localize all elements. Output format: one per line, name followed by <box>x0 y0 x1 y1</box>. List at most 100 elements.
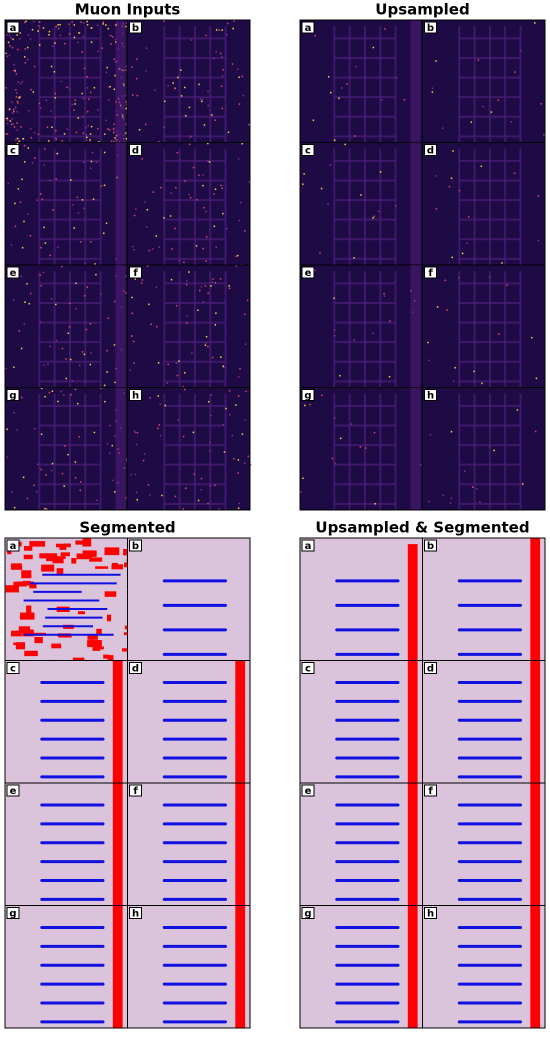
speckle <box>65 86 68 88</box>
speckle <box>141 158 143 160</box>
speckle <box>155 235 158 237</box>
speckle <box>56 152 58 155</box>
tile: d <box>127 660 251 784</box>
speckle <box>159 403 161 405</box>
speckle <box>85 126 87 129</box>
speckle <box>13 109 15 111</box>
speckle <box>395 76 398 79</box>
speckle <box>537 195 540 197</box>
tile-label: b <box>132 23 139 34</box>
speckle <box>125 123 127 126</box>
speckle <box>108 129 111 131</box>
speckle <box>122 83 125 85</box>
speckle <box>26 497 29 500</box>
speckle <box>180 95 183 97</box>
tile: h <box>115 387 252 511</box>
speckle <box>61 472 64 475</box>
tile-image <box>5 538 128 661</box>
speckle <box>44 395 46 398</box>
tile: g <box>299 905 423 1029</box>
speckle <box>201 100 203 103</box>
tile-label: a <box>305 23 312 34</box>
tile-image <box>5 387 128 510</box>
speckle <box>29 38 32 40</box>
label-box <box>301 907 315 919</box>
speckle <box>144 201 146 203</box>
speckle <box>360 194 362 196</box>
speckle <box>115 275 117 277</box>
speckle <box>8 54 11 57</box>
speckle <box>207 142 209 145</box>
speckle <box>171 248 173 250</box>
speckle <box>64 445 66 447</box>
speckle <box>60 390 62 393</box>
speckle <box>36 199 38 201</box>
speckle <box>114 491 116 493</box>
speckle <box>20 126 22 128</box>
speckle <box>131 245 134 248</box>
tile: e <box>4 782 128 906</box>
speckle <box>40 387 43 390</box>
speckle <box>57 27 60 30</box>
panel: Muon Inputs a b c d e f g h <box>4 1 252 511</box>
speckle <box>18 97 20 99</box>
strip <box>530 538 541 661</box>
speckle <box>83 353 86 356</box>
speckle <box>23 56 26 58</box>
speckle <box>50 110 52 112</box>
speckle <box>22 476 25 479</box>
speckle <box>76 196 79 199</box>
speckle <box>13 366 15 368</box>
speckle <box>56 246 59 248</box>
speckle <box>83 295 86 297</box>
speckle <box>101 47 104 49</box>
speckle <box>334 462 336 465</box>
speckle <box>54 117 57 119</box>
speckle <box>244 343 247 345</box>
strip <box>530 660 541 783</box>
speckle <box>473 370 475 373</box>
speckle <box>6 117 9 120</box>
speckle <box>15 89 17 91</box>
speckle <box>189 196 192 199</box>
speckle <box>13 411 15 414</box>
speckle <box>133 214 136 217</box>
speckle <box>480 165 483 168</box>
speckle <box>132 340 135 343</box>
speckle <box>77 212 80 214</box>
speckle <box>134 278 137 280</box>
speckle <box>166 382 169 384</box>
speckle <box>249 464 252 466</box>
speckle <box>16 110 19 113</box>
speckle <box>172 82 174 84</box>
speckle <box>19 38 21 40</box>
speckle <box>477 59 480 61</box>
speckle <box>16 100 19 103</box>
tile-image <box>127 20 250 143</box>
speckle <box>82 97 85 100</box>
speckle <box>5 87 7 89</box>
tile-label: h <box>427 909 434 920</box>
speckle <box>543 134 545 136</box>
speckle <box>195 245 198 247</box>
speckle <box>435 208 438 210</box>
speckle <box>90 41 93 43</box>
speckle <box>42 27 45 29</box>
label-box <box>424 784 437 797</box>
speckle <box>534 430 537 433</box>
speckle <box>229 414 231 416</box>
speckle <box>26 46 29 49</box>
speckle <box>54 137 57 139</box>
speckle <box>428 359 430 362</box>
speckle <box>122 116 124 118</box>
speckle <box>319 252 321 254</box>
speckle <box>24 48 26 50</box>
speckle <box>48 33 50 36</box>
speckle <box>73 227 75 229</box>
speckle <box>6 456 9 459</box>
speckle <box>221 56 223 58</box>
speckle <box>241 75 244 78</box>
blob <box>60 552 70 557</box>
tile-image <box>300 142 423 265</box>
speckle <box>86 286 89 288</box>
